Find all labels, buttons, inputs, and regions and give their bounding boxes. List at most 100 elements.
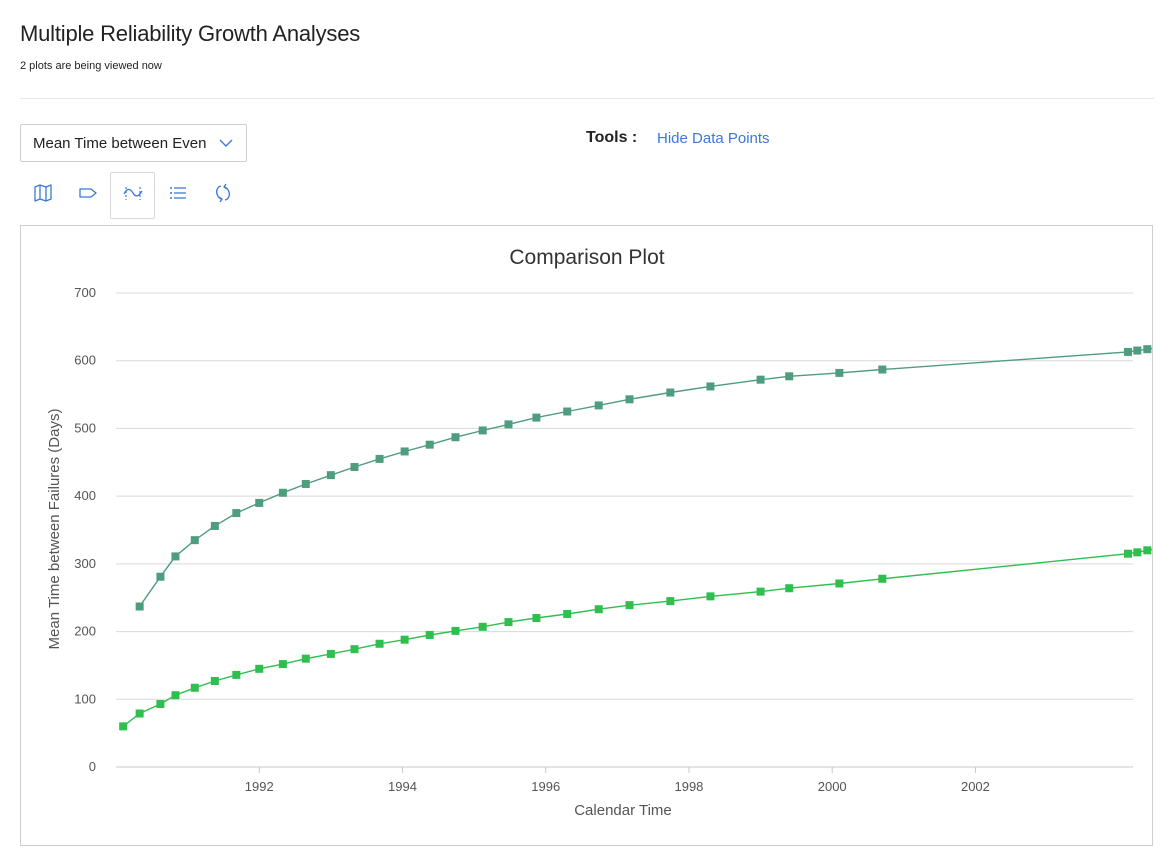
tools-label: Tools : [586, 129, 638, 146]
data-point[interactable] [210, 677, 219, 686]
data-point[interactable] [326, 649, 335, 658]
y-tick-label: 500 [74, 420, 96, 435]
data-point[interactable] [666, 388, 675, 397]
series-line [139, 347, 1152, 607]
y-tick-label: 300 [74, 556, 96, 571]
y-tick-label: 0 [89, 759, 96, 774]
data-point[interactable] [504, 618, 513, 627]
series-1 [135, 345, 1152, 611]
data-point[interactable] [350, 463, 359, 472]
map-icon [33, 183, 53, 208]
data-point[interactable] [532, 614, 541, 623]
y-tick-label: 400 [74, 488, 96, 503]
data-point[interactable] [400, 635, 409, 644]
data-point[interactable] [190, 536, 199, 545]
data-point[interactable] [156, 700, 165, 709]
data-point[interactable] [563, 609, 572, 618]
data-point[interactable] [878, 574, 887, 583]
x-axis-title: Calendar Time [574, 802, 672, 819]
data-point[interactable] [625, 601, 634, 610]
y-axis-title: Mean Time between Failures (Days) [46, 409, 63, 650]
data-point[interactable] [666, 597, 675, 606]
data-point[interactable] [563, 407, 572, 416]
grid-lines [116, 292, 1133, 768]
y-tick-label: 700 [74, 285, 96, 300]
data-point[interactable] [232, 509, 241, 518]
x-tick-label: 1998 [674, 779, 703, 794]
data-point[interactable] [706, 592, 715, 601]
data-point[interactable] [1123, 347, 1132, 356]
page-subtitle: 2 plots are being viewed now [20, 60, 162, 72]
data-point[interactable] [375, 639, 384, 648]
hide-data-points-link[interactable]: Hide Data Points [657, 130, 770, 147]
data-point[interactable] [350, 645, 359, 654]
data-point[interactable] [785, 372, 794, 381]
y-tick-label: 100 [74, 691, 96, 706]
tag-button[interactable] [65, 172, 110, 219]
data-point[interactable] [232, 670, 241, 679]
refresh-icon [213, 183, 233, 208]
data-point[interactable] [835, 579, 844, 588]
data-point[interactable] [278, 660, 287, 669]
chart-toolbar [20, 172, 245, 220]
data-point[interactable] [171, 691, 180, 700]
data-point[interactable] [135, 709, 144, 718]
data-point[interactable] [451, 433, 460, 442]
measure-dropdown[interactable]: Mean Time between Even [20, 124, 247, 162]
data-point[interactable] [210, 521, 219, 530]
data-point[interactable] [1143, 546, 1152, 555]
series-2 [119, 546, 1152, 731]
data-point[interactable] [835, 368, 844, 377]
data-point[interactable] [451, 626, 460, 635]
x-tick-label: 2002 [961, 779, 990, 794]
data-point[interactable] [190, 683, 199, 692]
data-point[interactable] [785, 584, 794, 593]
chart-panel: Comparison Plot 0 100 200 300 400 500 600 700 1… [20, 225, 1153, 846]
measure-dropdown-value: Mean Time between Even [33, 134, 207, 152]
data-point[interactable] [375, 454, 384, 463]
data-point[interactable] [878, 365, 887, 374]
data-point[interactable] [504, 420, 513, 429]
data-point[interactable] [478, 426, 487, 435]
x-tick-label: 1996 [531, 779, 560, 794]
header-divider [20, 98, 1154, 99]
data-point[interactable] [594, 401, 603, 410]
series-layer [119, 345, 1152, 731]
data-point[interactable] [756, 587, 765, 596]
page-title: Multiple Reliability Growth Analyses [20, 21, 361, 46]
data-point[interactable] [255, 664, 264, 673]
y-tick-label: 600 [74, 353, 96, 368]
data-point[interactable] [1133, 346, 1142, 355]
data-point[interactable] [400, 447, 409, 456]
data-point[interactable] [301, 479, 310, 488]
x-axis-ticks: 1992 1994 1996 1998 2000 2002 [245, 767, 990, 794]
data-point[interactable] [301, 654, 310, 663]
data-point[interactable] [278, 488, 287, 497]
data-point[interactable] [594, 605, 603, 614]
map-button[interactable] [20, 172, 65, 219]
data-point[interactable] [326, 471, 335, 480]
data-point[interactable] [1123, 549, 1132, 558]
data-point[interactable] [1133, 548, 1142, 557]
refresh-button[interactable] [200, 172, 245, 219]
data-point[interactable] [135, 602, 144, 611]
curve-fit-icon [122, 183, 144, 208]
data-point[interactable] [171, 552, 180, 561]
data-point[interactable] [532, 413, 541, 422]
data-point[interactable] [706, 382, 715, 391]
y-tick-label: 200 [74, 624, 96, 639]
curve-fit-button[interactable] [110, 172, 155, 219]
list-button[interactable] [155, 172, 200, 219]
data-point[interactable] [156, 572, 165, 581]
data-point[interactable] [255, 498, 264, 507]
data-point[interactable] [478, 622, 487, 631]
chevron-down-icon [218, 135, 234, 151]
data-point[interactable] [1143, 345, 1152, 354]
list-icon [168, 183, 188, 208]
y-axis-ticks: 0 100 200 300 400 500 600 700 [74, 285, 96, 774]
data-point[interactable] [625, 395, 634, 404]
data-point[interactable] [119, 722, 128, 731]
data-point[interactable] [425, 440, 434, 449]
data-point[interactable] [425, 630, 434, 639]
data-point[interactable] [756, 375, 765, 384]
